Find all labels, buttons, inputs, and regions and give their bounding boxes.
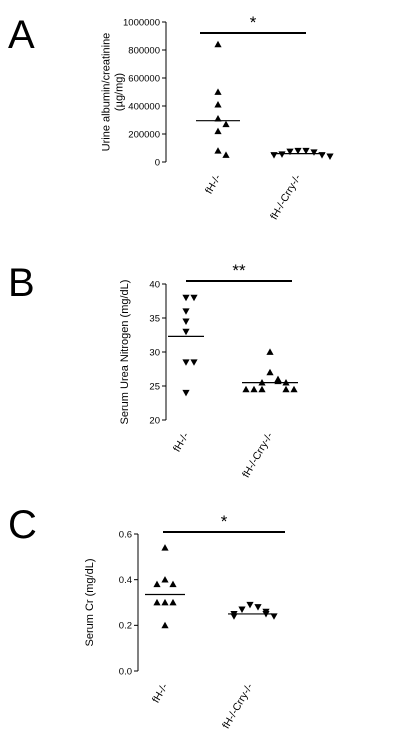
data-point	[214, 88, 222, 95]
data-point	[182, 359, 190, 366]
data-point	[222, 151, 230, 158]
y-tick-label: 200000	[128, 129, 160, 140]
data-point	[286, 148, 294, 156]
data-point	[278, 151, 286, 158]
data-point	[254, 604, 262, 611]
y-axis-label-line: Serum Cr (mg/dL)	[84, 558, 96, 646]
chart-panel-b: B 20 25 30 35 40 Serum Urea Nitrogen (mg/dL) fH…	[8, 261, 298, 480]
data-point	[182, 318, 190, 325]
data-point	[266, 348, 274, 355]
y-axis-label: Urine albumin/creatinine(µg/mg)	[101, 33, 126, 152]
data-point	[153, 598, 161, 606]
y-tick-label: 35	[149, 313, 160, 324]
significance-label: *	[250, 13, 257, 32]
data-point	[258, 385, 266, 393]
category-label: fH-/-	[203, 172, 224, 196]
y-tick-label: 0.6	[119, 529, 132, 540]
data-point	[182, 389, 190, 397]
y-tick-label: 0	[155, 157, 160, 168]
significance-label: *	[221, 512, 228, 531]
data-point	[214, 40, 222, 48]
data-point	[153, 580, 161, 588]
data-point	[246, 601, 254, 609]
panel-letter: B	[8, 261, 35, 305]
data-point	[169, 580, 177, 588]
y-tick-label: 600000	[128, 73, 160, 84]
category-label: fH-/-Crry-/-	[220, 681, 256, 731]
y-tick-label: 25	[149, 381, 160, 392]
category-label: fH-/-Crry-/-	[240, 430, 276, 480]
data-point	[214, 101, 222, 108]
y-tick-label: 1000000	[123, 17, 160, 28]
data-point	[214, 115, 222, 122]
data-point	[310, 149, 318, 156]
data-point	[161, 576, 169, 583]
data-point	[182, 328, 190, 336]
data-point	[242, 385, 250, 393]
y-axis-label: Serum Cr (mg/dL)	[84, 558, 96, 646]
y-tick-label: 30	[149, 347, 160, 358]
data-point	[250, 385, 258, 393]
data-point	[161, 598, 169, 606]
y-tick-label: 20	[149, 415, 160, 426]
data-point	[214, 147, 222, 154]
panel-letter: A	[8, 13, 35, 57]
y-tick-label: 0.0	[119, 666, 132, 677]
data-point	[230, 613, 238, 620]
significance-label: **	[232, 261, 246, 280]
data-point	[169, 598, 177, 606]
data-point	[190, 294, 198, 302]
data-point	[182, 308, 190, 315]
y-tick-label: 0.2	[119, 621, 132, 632]
data-point	[294, 147, 302, 155]
data-point	[222, 120, 230, 128]
data-point	[238, 606, 246, 613]
data-point	[302, 147, 310, 155]
y-axis-label-line: Urine albumin/creatinine	[101, 33, 113, 152]
data-point	[282, 385, 290, 393]
y-axis-label: Serum Urea Nitrogen (mg/dL)	[119, 280, 131, 425]
y-tick-label: 40	[149, 279, 160, 290]
y-tick-label: 0.4	[119, 575, 132, 586]
data-point	[190, 359, 198, 366]
category-label: fH-/-	[150, 681, 171, 705]
y-tick-label: 800000	[128, 45, 160, 56]
panel-letter: C	[8, 503, 37, 547]
data-point	[270, 613, 278, 620]
y-axis-label-line: Serum Urea Nitrogen (mg/dL)	[119, 280, 131, 425]
data-point	[161, 621, 169, 629]
data-point	[182, 294, 190, 302]
data-point	[161, 544, 169, 551]
data-point	[326, 153, 334, 160]
chart-panel-a: A 0 200000 400000 600000 800000 1000000 Urine a…	[8, 13, 334, 222]
data-point	[214, 127, 222, 135]
y-axis-label-line: (µg/mg)	[114, 73, 126, 111]
data-point	[266, 368, 274, 376]
y-tick-label: 400000	[128, 101, 160, 112]
chart-panel-c: C 0.0 0.2 0.4 0.6 Serum Cr (mg/dL) fH-/- fH-/-C…	[8, 503, 285, 731]
category-label: fH-/-	[171, 430, 192, 454]
data-point	[290, 385, 298, 393]
category-label: fH-/-Crry-/-	[268, 172, 304, 222]
